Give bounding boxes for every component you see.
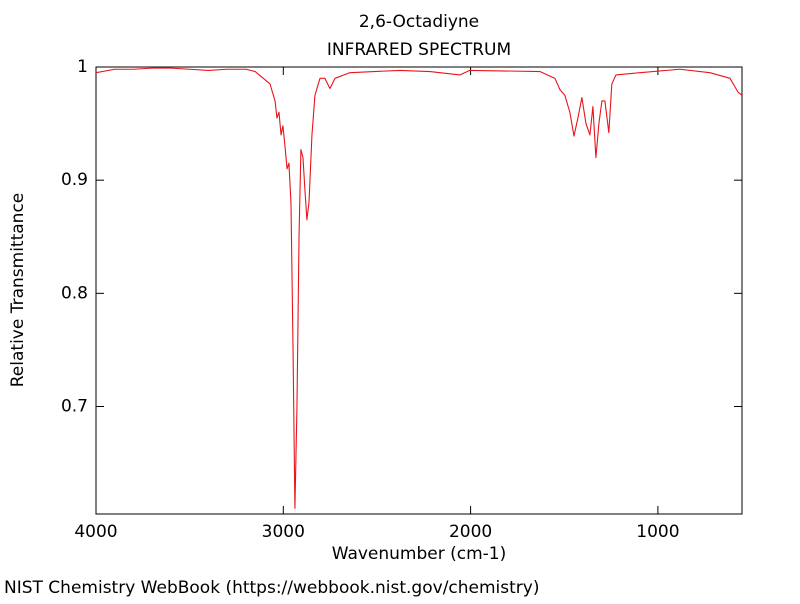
chart-title: 2,6-Octadiyne: [359, 12, 479, 32]
x-tick-label: 4000: [74, 522, 117, 542]
x-tick-label: 1000: [636, 522, 679, 542]
y-axis-label: Relative Transmittance: [8, 193, 28, 388]
x-tick-label: 2000: [449, 522, 492, 542]
spectrum-line: [95, 67, 743, 509]
y-tick-label: 1: [77, 57, 88, 77]
chart-subtitle: INFRARED SPECTRUM: [327, 40, 511, 60]
y-tick-label: 0.8: [61, 283, 88, 303]
y-tick-label: 0.7: [61, 396, 88, 416]
plot-frame: [95, 66, 743, 515]
source-note: NIST Chemistry WebBook (https://webbook.…: [4, 578, 539, 598]
y-tick-label: 0.9: [61, 170, 88, 190]
x-axis-label: Wavenumber (cm-1): [332, 544, 507, 564]
x-tick-label: 3000: [262, 522, 305, 542]
